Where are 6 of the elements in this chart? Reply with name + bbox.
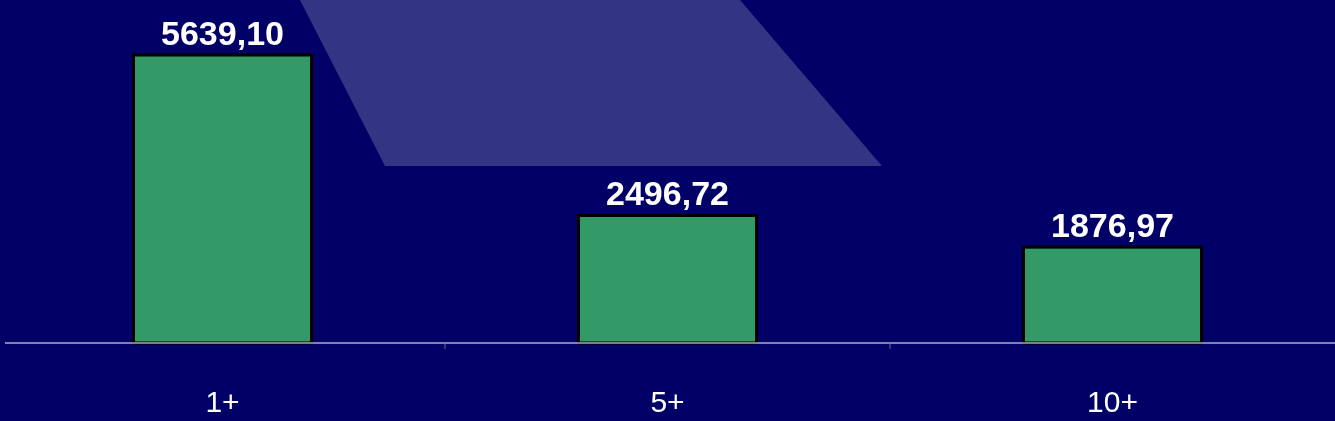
data-label: 5639,10 — [161, 14, 284, 52]
data-label: 2496,72 — [606, 174, 729, 213]
data-label: 1876,97 — [1051, 206, 1174, 245]
x-tick-label: 1+ — [205, 385, 240, 418]
x-tick-label: 10+ — [1087, 385, 1138, 418]
x-tick-label: 5+ — [650, 385, 685, 418]
